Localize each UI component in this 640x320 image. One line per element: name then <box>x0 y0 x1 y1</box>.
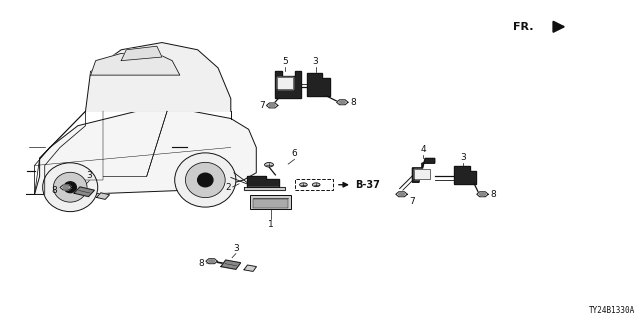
Circle shape <box>339 101 345 104</box>
Polygon shape <box>307 73 330 96</box>
Polygon shape <box>27 111 256 195</box>
Text: TY24B1330A: TY24B1330A <box>589 307 636 316</box>
Text: 1: 1 <box>268 220 274 228</box>
Text: 4: 4 <box>420 145 426 154</box>
Text: 8: 8 <box>52 186 58 195</box>
Polygon shape <box>246 176 278 187</box>
Text: 3: 3 <box>86 171 92 180</box>
Circle shape <box>399 193 404 196</box>
Text: 8: 8 <box>350 98 356 107</box>
Text: 8: 8 <box>198 259 204 268</box>
Text: 3: 3 <box>461 153 467 162</box>
Polygon shape <box>477 192 488 197</box>
Polygon shape <box>244 187 285 190</box>
Circle shape <box>479 193 485 196</box>
Polygon shape <box>221 260 241 269</box>
Polygon shape <box>97 193 109 199</box>
Bar <box>253 199 288 208</box>
Circle shape <box>209 260 214 263</box>
Text: 7: 7 <box>409 197 415 206</box>
Ellipse shape <box>175 153 236 207</box>
Polygon shape <box>74 187 95 196</box>
Polygon shape <box>266 103 278 108</box>
Ellipse shape <box>64 182 76 193</box>
Text: 2: 2 <box>225 183 231 192</box>
Circle shape <box>264 163 273 167</box>
Text: FR.: FR. <box>513 22 534 32</box>
Bar <box>250 195 291 209</box>
Polygon shape <box>206 259 218 264</box>
Text: 6: 6 <box>292 149 298 158</box>
Polygon shape <box>86 43 231 111</box>
Ellipse shape <box>43 163 98 212</box>
Circle shape <box>300 183 307 187</box>
Text: 3: 3 <box>313 57 319 67</box>
Circle shape <box>312 183 320 187</box>
Text: 7: 7 <box>259 101 264 110</box>
Polygon shape <box>454 166 476 184</box>
Polygon shape <box>244 265 257 271</box>
Ellipse shape <box>198 173 213 187</box>
Text: 3: 3 <box>233 244 239 252</box>
Polygon shape <box>414 169 429 179</box>
Ellipse shape <box>186 162 225 198</box>
Polygon shape <box>337 100 348 105</box>
Ellipse shape <box>53 172 87 202</box>
Circle shape <box>269 104 275 107</box>
Polygon shape <box>396 192 407 197</box>
Polygon shape <box>121 46 162 61</box>
Text: B-37: B-37 <box>355 180 380 190</box>
Polygon shape <box>275 71 301 98</box>
Polygon shape <box>412 158 435 182</box>
Circle shape <box>63 186 68 189</box>
Text: 8: 8 <box>491 190 497 199</box>
Polygon shape <box>91 53 180 75</box>
Bar <box>294 179 333 190</box>
Text: 5: 5 <box>282 57 288 67</box>
Polygon shape <box>60 185 72 190</box>
Polygon shape <box>277 77 292 89</box>
